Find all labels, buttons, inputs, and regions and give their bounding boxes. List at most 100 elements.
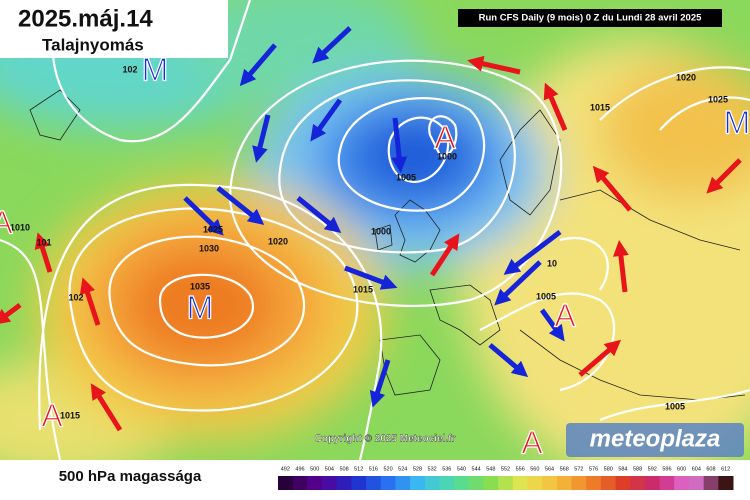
wind-arrow bbox=[612, 240, 629, 293]
scale-label: 540 bbox=[457, 466, 466, 472]
scale-label: 496 bbox=[295, 466, 304, 472]
isobar-label: 1005 bbox=[396, 172, 416, 182]
scale-swatch bbox=[703, 476, 719, 490]
pressure-center: M bbox=[187, 289, 214, 325]
pressure-center: A bbox=[521, 424, 543, 460]
wind-arrow bbox=[34, 232, 53, 273]
run-info-box bbox=[458, 9, 722, 27]
pressure-center: A bbox=[434, 119, 456, 155]
scale-swatch bbox=[292, 476, 308, 490]
scale-swatch bbox=[410, 476, 426, 490]
scale-swatch bbox=[718, 476, 734, 490]
wind-arrow bbox=[488, 343, 529, 378]
isobar-label: 102 bbox=[68, 292, 83, 302]
wind-arrow bbox=[503, 230, 562, 275]
isobar-label: 1005 bbox=[665, 401, 685, 411]
scale-swatch bbox=[586, 476, 602, 490]
scale-label: 560 bbox=[530, 466, 539, 472]
scale-label: 536 bbox=[442, 466, 451, 472]
scale-swatch bbox=[527, 476, 543, 490]
scale-label: 596 bbox=[662, 466, 671, 472]
scale-label: 492 bbox=[281, 466, 290, 472]
wind-arrow bbox=[592, 165, 632, 212]
pressure-center: A bbox=[0, 204, 13, 240]
scale-label: 556 bbox=[516, 466, 525, 472]
scale-label: 524 bbox=[398, 466, 407, 472]
isobars bbox=[0, 0, 750, 460]
scale-label: 564 bbox=[545, 466, 554, 472]
isobar-label: 1000 bbox=[371, 226, 391, 236]
subtitle: Talajnyomás bbox=[42, 35, 144, 54]
scale-label: 588 bbox=[633, 466, 642, 472]
scale-label: 600 bbox=[677, 466, 686, 472]
wind-arrow bbox=[344, 265, 398, 290]
scale-label: 532 bbox=[428, 466, 437, 472]
scale-label: 592 bbox=[648, 466, 657, 472]
wind-arrow bbox=[310, 98, 343, 142]
scale-swatch bbox=[600, 476, 617, 490]
scale-swatch bbox=[351, 476, 367, 490]
wind-arrow bbox=[296, 196, 342, 234]
isobar-label: 1025 bbox=[203, 224, 223, 234]
scale-swatch bbox=[615, 476, 631, 490]
scale-label: 568 bbox=[560, 466, 569, 472]
scale-swatch bbox=[556, 476, 573, 490]
scale-label: 512 bbox=[354, 466, 363, 472]
isobar-label: 1015 bbox=[590, 102, 610, 112]
scale-swatch bbox=[542, 476, 558, 490]
scale-swatch bbox=[571, 476, 587, 490]
scale-label: 500 bbox=[310, 466, 319, 472]
wind-arrow bbox=[239, 43, 277, 87]
isobar-label: 1020 bbox=[268, 236, 288, 246]
scale-swatch bbox=[322, 476, 338, 490]
scale-swatch bbox=[278, 476, 294, 490]
isobar-label: 1005 bbox=[536, 291, 556, 301]
isobar-label: 1015 bbox=[60, 410, 80, 420]
isobar-label: 1030 bbox=[199, 243, 219, 253]
scale-label: 504 bbox=[325, 466, 334, 472]
pressure-center: M bbox=[724, 104, 750, 140]
scale-swatch bbox=[307, 476, 323, 490]
pressure-center: A bbox=[554, 297, 576, 333]
copyright: Copyright © 2025 Meteociel.fr bbox=[315, 434, 456, 445]
scale-label: 584 bbox=[618, 466, 627, 472]
run-info: Run CFS Daily (9 mois) 0 Z du Lundi 28 a… bbox=[479, 13, 702, 24]
isobar-label: 1015 bbox=[353, 284, 373, 294]
header-box bbox=[0, 0, 228, 58]
date: 2025.máj.14 bbox=[18, 5, 153, 32]
scale-swatch bbox=[454, 476, 470, 490]
footer: 500 hPa magassága 492 496 500 504 508 512 516 5… bbox=[59, 466, 734, 490]
wind-arrow bbox=[543, 82, 568, 131]
wind-arrow bbox=[79, 277, 101, 326]
wind-arrow bbox=[369, 359, 391, 408]
scale-swatch bbox=[674, 476, 690, 490]
scale-swatch bbox=[630, 476, 646, 490]
scale-swatch bbox=[395, 476, 411, 490]
scale-label: 528 bbox=[413, 466, 422, 472]
wind-arrow bbox=[252, 114, 271, 163]
isobar-label: 101 bbox=[36, 237, 51, 247]
wind-arrow bbox=[539, 308, 565, 342]
scale-swatch bbox=[468, 476, 484, 490]
scale-label: 552 bbox=[501, 466, 510, 472]
isobar-label: 10 bbox=[547, 258, 557, 268]
wind-arrow bbox=[183, 196, 224, 236]
pressure-center: A bbox=[41, 397, 63, 433]
logo: meteoplaza bbox=[590, 425, 721, 452]
scale-swatch bbox=[644, 476, 661, 490]
scale-label: 612 bbox=[721, 466, 730, 472]
scale-label: 572 bbox=[574, 466, 583, 472]
scale-label: 548 bbox=[486, 466, 495, 472]
scale-swatch bbox=[688, 476, 705, 490]
wind-arrow bbox=[578, 339, 622, 377]
wind-arrow bbox=[467, 55, 521, 75]
isobar-label: 1020 bbox=[676, 72, 696, 82]
scale-swatch bbox=[336, 476, 352, 490]
wind-arrow bbox=[706, 158, 742, 194]
wind-arrow bbox=[391, 117, 408, 173]
scale-swatch bbox=[424, 476, 440, 490]
scale-label: 544 bbox=[472, 466, 481, 472]
scale-label: 604 bbox=[692, 466, 701, 472]
wind-arrow bbox=[312, 26, 352, 64]
